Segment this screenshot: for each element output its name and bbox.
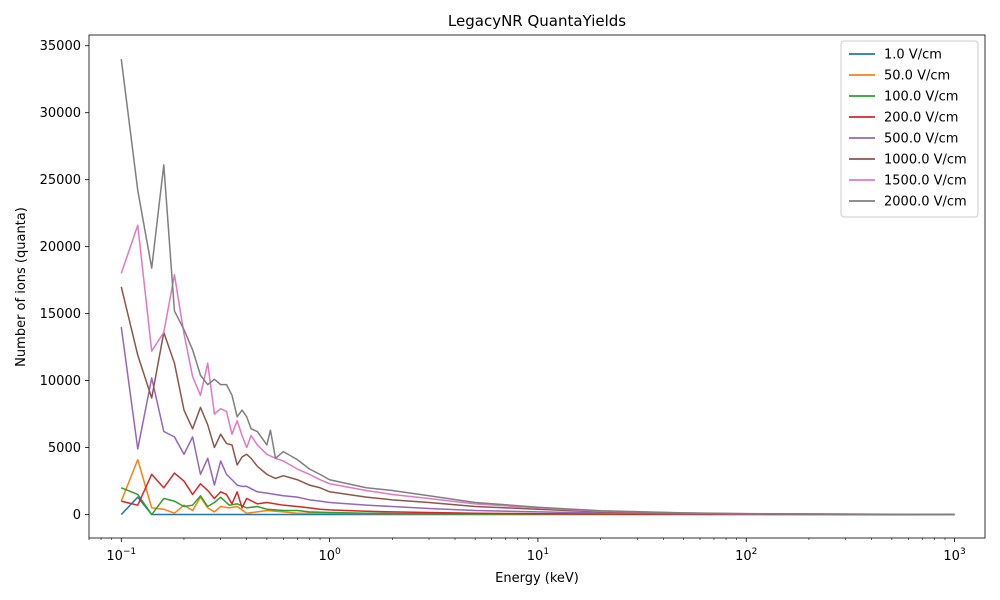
x-axis-label: Energy (keV) [495, 571, 579, 586]
series-line-5 [120, 326, 955, 516]
legend-label: 2000.0 V/cm [884, 195, 967, 210]
series-line-8 [120, 59, 955, 516]
y-tick-label: 35000 [40, 39, 81, 54]
series-line-6 [120, 286, 955, 516]
y-tick-label: 5000 [48, 441, 81, 456]
y-tick-label: 0 [73, 508, 81, 523]
y-axis-label: Number of ions (quanta) [14, 207, 29, 367]
plot-area: 0 5000 10000 15000 20000 25000 30000 35000 10−1 1… [40, 34, 986, 564]
x-tick-label: 103 [943, 547, 965, 564]
chart-title: LegacyNR QuantaYields [448, 12, 626, 30]
series-line-7 [120, 224, 955, 516]
y-tick-label: 30000 [40, 106, 81, 121]
x-tick-label: 10−1 [106, 547, 136, 564]
x-tick-label: 100 [318, 547, 341, 564]
axes-frame [88, 34, 986, 539]
legend-label: 50.0 V/cm [884, 69, 950, 84]
x-tick-label: 102 [735, 547, 757, 564]
y-tick-label: 20000 [40, 240, 81, 255]
y-tick-label: 10000 [40, 374, 81, 389]
x-tick-label: 101 [527, 547, 549, 564]
legend-label: 100.0 V/cm [884, 90, 958, 105]
legend-label: 1000.0 V/cm [884, 153, 967, 168]
legend-box [840, 40, 979, 218]
legend-label: 200.0 V/cm [884, 111, 958, 126]
legend-label: 1.0 V/cm [884, 48, 942, 63]
y-tick-label: 15000 [40, 307, 81, 322]
series-lines [120, 59, 955, 516]
series-line-4 [121, 472, 955, 516]
legend: 1.0 V/cm 50.0 V/cm 100.0 V/cm 200.0 V/cm 500… [840, 40, 979, 218]
legend-label: 1500.0 V/cm [884, 174, 967, 189]
series-line-3 [120, 487, 955, 516]
legend-label: 500.0 V/cm [884, 132, 958, 147]
y-tick-label: 25000 [40, 173, 81, 188]
